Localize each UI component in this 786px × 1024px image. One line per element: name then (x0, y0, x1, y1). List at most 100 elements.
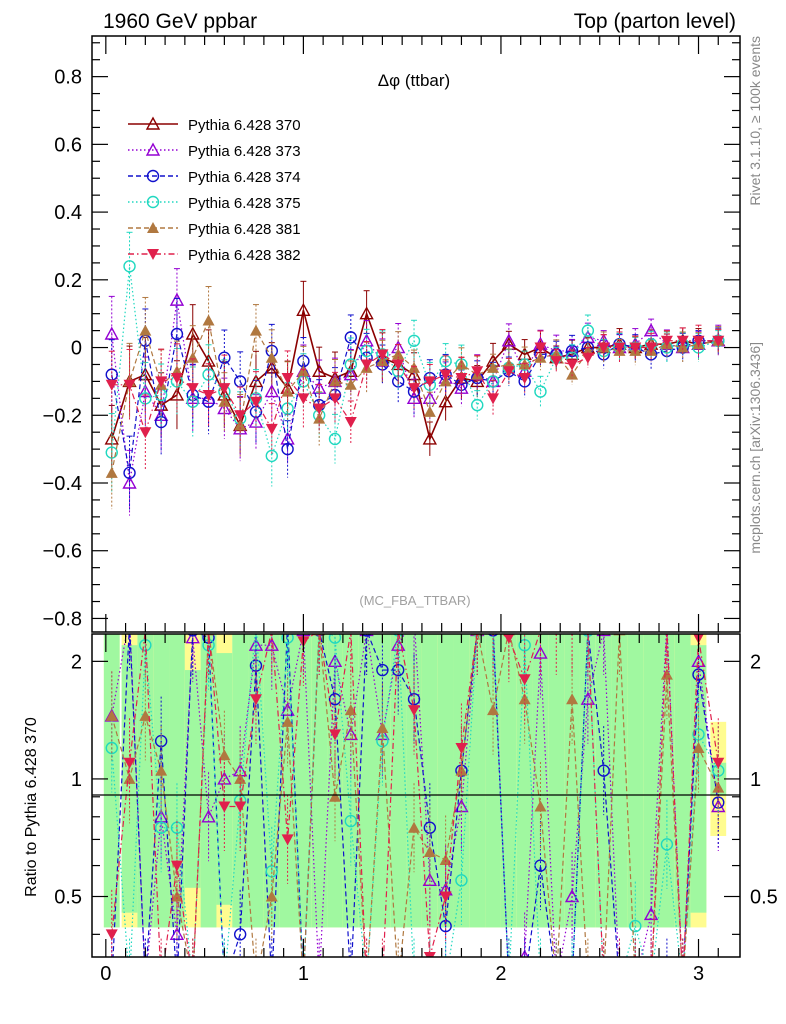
main-point-s382 (660, 335, 673, 347)
ratio-point-s381 (218, 749, 231, 761)
ratio-point-s382 (677, 978, 689, 989)
ratio-point-s374 (345, 978, 356, 989)
ratio-band-inner (263, 634, 280, 928)
main-point-s382 (234, 410, 247, 422)
ratio-point-s381 (329, 790, 341, 802)
y-tick-label: −0.8 (43, 608, 82, 630)
ratio-point-s375 (250, 618, 261, 629)
ratio-point-s382 (518, 674, 531, 686)
legend-marker (146, 195, 160, 209)
main-point-s382 (139, 427, 152, 439)
ratio-point-s382 (123, 757, 136, 769)
ratio-point-s382 (249, 694, 262, 706)
ratio-point-s375 (219, 978, 230, 989)
main-point-s382 (218, 383, 231, 395)
main-point-s374 (170, 327, 184, 341)
ratio-y-tick-label: 1 (71, 769, 82, 791)
ratio-point-s375 (409, 978, 420, 989)
ratio-point-s375 (614, 978, 625, 989)
ratio-point-s381 (645, 977, 657, 988)
ratio-band-inner (248, 634, 264, 928)
header-left: 1960 GeV ppbar (103, 10, 257, 33)
ratio-point-s382 (234, 801, 247, 813)
x-tick-label: 3 (693, 963, 704, 985)
ratio-uncertainty-bands (103, 634, 727, 928)
legend-marker (146, 169, 160, 183)
legend-entry: Pythia 6.428 381 (128, 221, 301, 238)
main-frame (91, 35, 741, 633)
main-point-s382 (329, 393, 341, 405)
main-point-s375 (407, 334, 421, 347)
main-point-s381 (566, 368, 579, 380)
ratio-point-s375 (455, 874, 468, 887)
main-point-s375 (471, 398, 484, 412)
main-point-s382 (534, 342, 547, 354)
main-point-s381 (344, 378, 357, 390)
ratio-point-s381 (550, 977, 562, 988)
ratio-point-s374 (361, 634, 372, 637)
main-point-s375 (265, 449, 278, 463)
main-point-s370 (359, 306, 374, 320)
ratio-series-group (104, 618, 726, 989)
main-series-s375 (105, 231, 725, 492)
ratio-point-s374 (519, 978, 530, 989)
ratio-point-s373 (677, 977, 689, 988)
ratio-point-s382 (629, 978, 641, 989)
ratio-point-s381 (155, 764, 168, 776)
main-point-s381 (105, 466, 118, 478)
ratio-point-s382 (187, 978, 199, 989)
main-line-s375 (111, 266, 719, 458)
ratio-point-s381 (361, 977, 373, 988)
main-point-s381 (534, 351, 547, 363)
legend-marker (147, 222, 159, 233)
main-point-s382 (392, 359, 405, 371)
legend-entry: Pythia 6.428 370 (128, 116, 301, 134)
y-tick-label: −0.4 (43, 473, 82, 495)
main-point-s373 (122, 475, 137, 489)
ratio-point-s373 (375, 726, 390, 741)
ratio-band-inner (311, 634, 328, 928)
ratio-point-s374 (376, 663, 389, 677)
main-point-s382 (360, 359, 373, 371)
main-point-s382 (344, 417, 357, 429)
ratio-point-s381 (139, 709, 152, 721)
legend-entry: Pythia 6.428 382 (128, 247, 301, 264)
legend-marker (145, 142, 161, 156)
ratio-point-s381 (250, 977, 262, 988)
main-point-s382 (249, 396, 262, 408)
ratio-point-s381 (439, 854, 452, 866)
main-point-s381 (186, 351, 199, 363)
ratio-point-s374 (551, 978, 562, 989)
ratio-point-s375 (424, 978, 435, 989)
main-series-s370 (104, 280, 726, 473)
main-point-s382 (455, 373, 468, 385)
main-point-s373 (454, 380, 469, 394)
main-point-s382 (518, 373, 531, 385)
ratio-point-s374 (597, 764, 610, 777)
ratio-point-s381 (629, 977, 641, 988)
main-point-s381 (376, 355, 389, 367)
ratio-point-s374 (392, 663, 405, 677)
legend-label: Pythia 6.428 373 (188, 143, 301, 160)
ratio-point-s375 (281, 634, 294, 644)
ratio-point-s373 (661, 618, 673, 629)
y-tick-label: −0.2 (43, 405, 82, 427)
ratio-point-s374 (677, 978, 688, 989)
main-point-s375 (581, 324, 595, 337)
ratio-point-s382 (598, 978, 610, 989)
legend-label: Pythia 6.428 375 (188, 195, 301, 212)
main-point-s381 (265, 351, 278, 363)
ratio-y-tick-label-right: 0.5 (750, 887, 778, 909)
ratio-point-s382 (439, 891, 452, 903)
ratio-point-s381 (105, 709, 118, 721)
ratio-point-s381 (455, 764, 468, 776)
ratio-point-s375 (328, 634, 342, 644)
legend: Pythia 6.428 370 Pythia 6.428 373 Pythia 6… (128, 116, 301, 264)
ratio-band-inner (611, 634, 628, 928)
main-point-s382 (313, 403, 326, 415)
legend-label: Pythia 6.428 382 (188, 247, 301, 264)
ratio-point-s375 (567, 978, 578, 989)
ratio-band-inner (437, 634, 454, 928)
main-point-s373 (169, 292, 185, 306)
y-tick-label: 0.4 (54, 202, 82, 224)
